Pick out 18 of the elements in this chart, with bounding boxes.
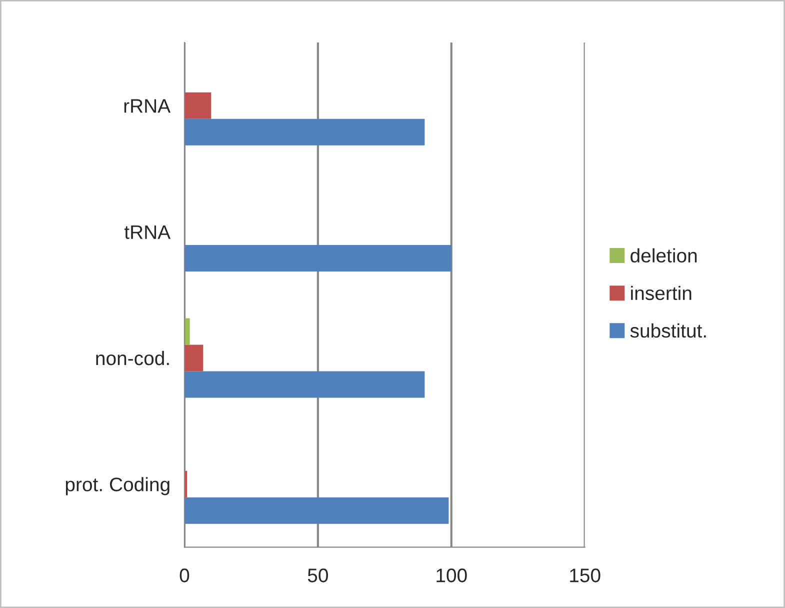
- y-tick-label: tRNA: [124, 225, 171, 239]
- y-tick-label: rRNA: [124, 99, 171, 113]
- legend-label: insertin: [631, 286, 692, 300]
- bar: [184, 318, 190, 345]
- x-tick-label: 150: [570, 568, 600, 582]
- bar: [184, 371, 425, 398]
- x-tick-label: 50: [308, 568, 328, 582]
- bar: [184, 92, 212, 119]
- x-tick-label: 0: [180, 568, 190, 582]
- legend-label: substitut.: [630, 323, 706, 338]
- bar: [184, 344, 204, 372]
- y-tick-label: prot. Coding: [66, 477, 170, 496]
- legend-label: deletion: [630, 248, 697, 263]
- bar: [184, 245, 452, 272]
- bar: [184, 118, 425, 146]
- y-tick-label: non-cod.: [96, 350, 169, 366]
- bar: [184, 497, 449, 524]
- x-tick-label: 100: [436, 568, 467, 582]
